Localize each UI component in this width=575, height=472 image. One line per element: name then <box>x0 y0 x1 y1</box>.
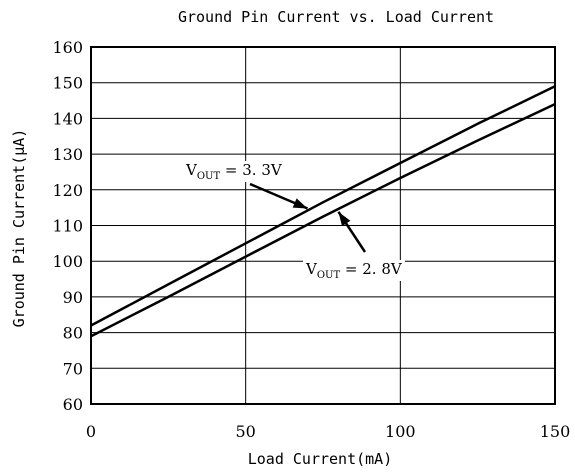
y-tick-label-0: 60 <box>63 395 83 414</box>
y-tick-label-10: 160 <box>52 38 83 57</box>
y-tick-label-2: 80 <box>63 324 83 343</box>
x-tick-label-1: 50 <box>235 422 255 441</box>
y-tick-label-4: 100 <box>52 252 83 271</box>
series-line-0 <box>90 85 556 327</box>
annotation-arrowhead-0 <box>292 198 308 209</box>
chart-title: Ground Pin Current vs. Load Current <box>178 8 494 26</box>
y-tick-label-3: 90 <box>63 288 83 307</box>
y-tick-label-6: 120 <box>52 181 83 200</box>
series-lines <box>90 85 556 338</box>
annotation-main-1: V <box>305 260 318 278</box>
y-tick-label-9: 150 <box>52 74 83 93</box>
x-tick-label-2: 100 <box>385 422 416 441</box>
annotation-rest-1: = 2. 8V <box>340 260 403 278</box>
y-tick-label-5: 110 <box>52 217 83 236</box>
y-tick-label-7: 130 <box>52 145 83 164</box>
grid-lines <box>91 47 555 404</box>
annotation-arrowhead-1 <box>338 211 351 227</box>
x-axis-label: Load Current(mA) <box>248 450 393 468</box>
plot-frame <box>90 46 556 405</box>
y-tick-label-8: 140 <box>52 109 83 128</box>
tick-labels: 60 70 80 90 100 110 120 130 140 150 160 0 50 100 150 <box>52 38 570 441</box>
annotation-background-1 <box>303 260 405 281</box>
series-line-1 <box>90 102 556 338</box>
annotation-sub-0: OUT <box>197 171 221 182</box>
annotation-label-0: VOUT = 3. 3V <box>185 161 283 182</box>
annotation-label-1: VOUT = 2. 8V <box>305 260 403 281</box>
annotation-main-0: V <box>185 161 198 179</box>
y-tick-label-1: 70 <box>63 359 83 378</box>
x-tick-label-3: 150 <box>540 422 571 441</box>
annotation-background-0 <box>183 161 285 182</box>
y-axis-label: Ground Pin Current(μA) <box>10 129 28 328</box>
x-tick-label-0: 0 <box>86 422 96 441</box>
annotation-rest-0: = 3. 3V <box>220 161 283 179</box>
annotation-sub-1: OUT <box>317 270 341 281</box>
